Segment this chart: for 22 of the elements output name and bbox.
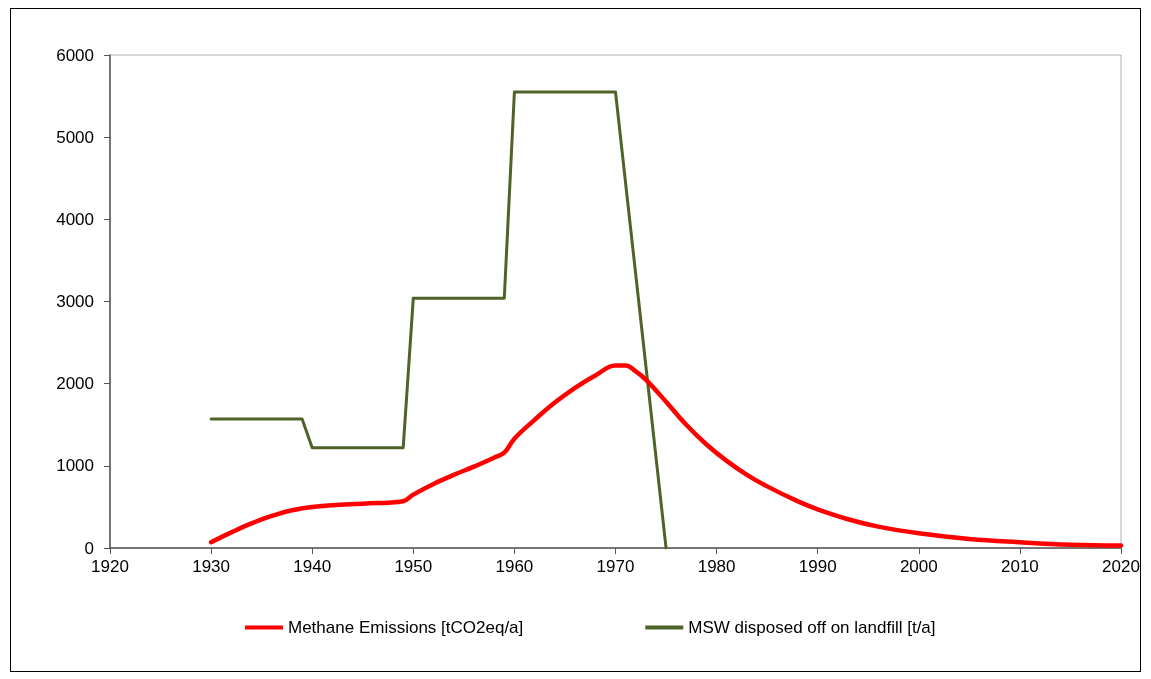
- x-tick-label: 1970: [596, 557, 635, 576]
- x-tick-label: 1990: [798, 557, 837, 576]
- x-tick-label: 1940: [293, 557, 332, 576]
- x-tick-label: 1920: [91, 557, 129, 576]
- x-tick-label: 1980: [697, 557, 736, 576]
- line-series: [208, 363, 1124, 548]
- legend-label: Methane Emissions [tCO2eq/a]: [288, 618, 524, 637]
- legend-label: MSW disposed off on landfill [t/a]: [688, 618, 936, 637]
- x-tick-label: 1930: [192, 557, 231, 576]
- y-tick-label: 4000: [56, 209, 94, 229]
- y-tick-label: 5000: [56, 127, 94, 147]
- x-tick-label: 2010: [1000, 557, 1039, 576]
- x-tick-label: 2000: [899, 557, 938, 576]
- line-series: [209, 90, 668, 550]
- y-tick-label: 6000: [56, 45, 94, 65]
- y-tick-label: 2000: [56, 374, 94, 394]
- x-tick-label: 1960: [495, 557, 534, 576]
- y-tick-label: 3000: [56, 292, 94, 311]
- x-tick-label: 2020: [1102, 557, 1140, 576]
- y-tick-label: 1000: [56, 456, 94, 476]
- y-tick-label: 0: [84, 538, 94, 558]
- x-tick-label: 1950: [394, 557, 433, 576]
